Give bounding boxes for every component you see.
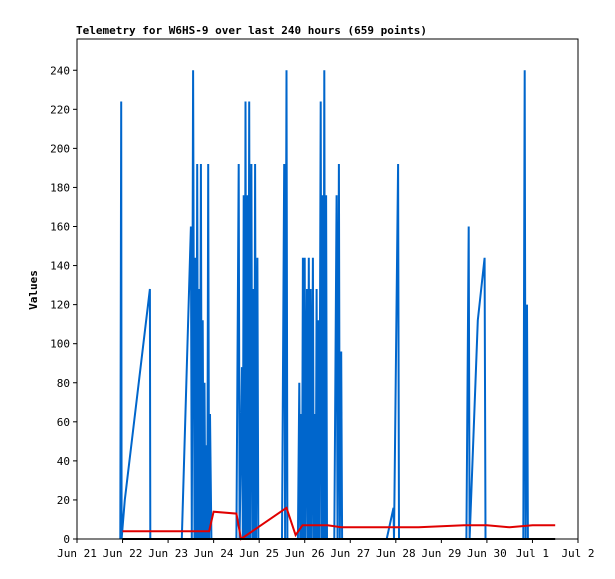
x-tick-label: Jun 27 [330, 547, 370, 560]
x-tick-label: Jun 30 [467, 547, 507, 560]
y-tick-label: 220 [50, 103, 70, 116]
y-tick-label: 0 [63, 533, 70, 546]
y-tick-label: 140 [50, 260, 70, 273]
x-tick-label: Jun 22 [103, 547, 143, 560]
y-tick-label: 100 [50, 338, 70, 351]
x-tick-label: Jun 25 [239, 547, 279, 560]
x-tick-label: Jun 26 [285, 547, 325, 560]
y-tick-label: 200 [50, 142, 70, 155]
x-tick-label: Jul 1 [516, 547, 549, 560]
y-tick-label: 160 [50, 221, 70, 234]
y-tick-label: 180 [50, 181, 70, 194]
x-tick-label: Jun 29 [421, 547, 461, 560]
y-axis-label: Values [27, 270, 40, 310]
series-layer [119, 70, 556, 541]
y-tick-label: 240 [50, 64, 70, 77]
chart-title: Telemetry for W6HS-9 over last 240 hours… [76, 24, 427, 37]
x-tick-label: Jun 23 [148, 547, 188, 560]
y-tick-label: 60 [57, 416, 70, 429]
series-line-1 [122, 506, 556, 541]
x-tick-label: Jul 2 [561, 547, 594, 560]
series-line-0 [119, 70, 529, 540]
axes-layer: 0 20 40 60 80 100 120 140 160 180 200 220 240 Jun 21 J… [50, 38, 595, 560]
y-tick-label: 40 [57, 455, 70, 468]
y-tick-label: 120 [50, 299, 70, 312]
y-tick-label: 80 [57, 377, 70, 390]
y-tick-label: 20 [57, 494, 70, 507]
x-tick-label: Jun 24 [194, 547, 234, 560]
x-tick-label: Jun 21 [57, 547, 97, 560]
plot-frame [76, 38, 579, 540]
x-tick-label: Jun 28 [376, 547, 416, 560]
